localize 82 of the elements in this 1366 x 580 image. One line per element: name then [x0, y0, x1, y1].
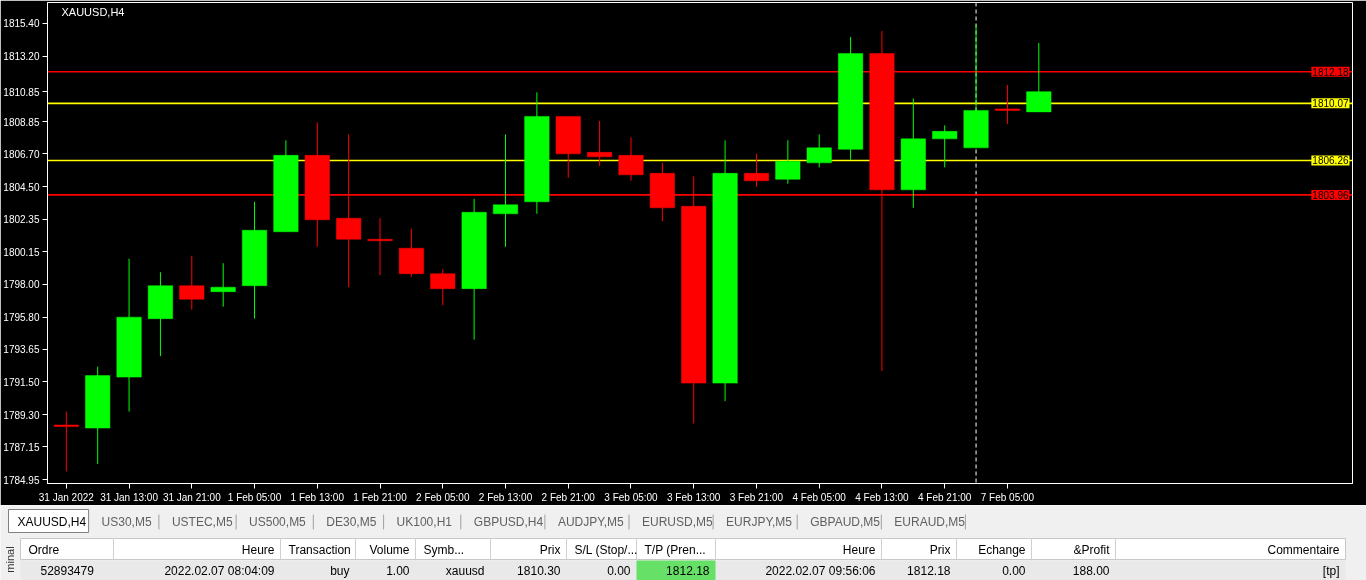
x-tick-label: 3 Feb 13:00 — [667, 491, 721, 503]
text: UK100,H1 — [396, 514, 453, 529]
text: Commentaire — [1267, 542, 1340, 557]
text: EURUSD,M5 — [642, 514, 713, 529]
text: 0.00 — [1002, 564, 1026, 578]
y-tick-label: 1810.85 — [3, 86, 40, 98]
ref-line-label: 1810.07 — [1312, 98, 1349, 110]
candlestick — [53, 411, 79, 473]
candlestick — [210, 262, 236, 308]
candlestick — [587, 120, 613, 167]
x-tick-label: 4 Feb 05:00 — [792, 491, 847, 503]
x-tick-label: 3 Feb 21:00 — [729, 491, 784, 503]
text: 1810.30 — [517, 564, 561, 578]
text: Echange — [978, 542, 1026, 557]
text: buy — [330, 563, 350, 578]
text: minal — [3, 546, 16, 573]
ref-line-label: 1803.96 — [1312, 189, 1349, 201]
y-tick-label: 1798.00 — [3, 279, 40, 291]
text: EURJPY,M5 — [726, 514, 793, 529]
y-tick-label: 1813.20 — [3, 51, 40, 63]
text: DE30,M5 — [326, 514, 377, 529]
text: US500,M5 — [249, 514, 307, 529]
y-tick-label: 1784.95 — [3, 474, 40, 486]
y-tick-label: 1806.70 — [3, 148, 40, 160]
text: &Profit — [1073, 542, 1111, 557]
x-tick-label: 1 Feb 13:00 — [290, 491, 345, 503]
x-tick-label: 2 Feb 13:00 — [478, 491, 533, 503]
candlestick — [743, 153, 769, 188]
y-tick-label: 1793.65 — [3, 344, 40, 356]
candlestick — [367, 217, 393, 276]
text: Heure — [842, 542, 876, 557]
x-tick-label: 4 Feb 21:00 — [918, 491, 972, 503]
text: 52893479 — [40, 564, 95, 578]
text: xauusd — [445, 563, 485, 578]
y-tick-label: 1815.40 — [3, 18, 40, 30]
text: GBPUSD,H4 — [473, 514, 544, 529]
text: Volume — [369, 542, 410, 557]
text: US30,M5 — [101, 514, 152, 529]
text: 2022.02.07 08:04:09 — [164, 563, 275, 578]
y-tick-label: 1804.50 — [3, 181, 40, 193]
y-tick-label: 1808.85 — [3, 116, 40, 128]
text: Transaction — [288, 542, 351, 557]
chart-title: XAUUSD,H4 — [61, 5, 125, 18]
text: 1.00 — [386, 564, 410, 578]
text: USTEC,M5 — [171, 514, 233, 529]
text: EURAUD,M5 — [894, 514, 966, 529]
x-tick-label: 1 Feb 21:00 — [353, 491, 408, 503]
x-tick-label: 2 Feb 21:00 — [541, 491, 596, 503]
x-tick-label: 2 Feb 05:00 — [416, 491, 470, 503]
y-tick-label: 1802.35 — [3, 214, 40, 226]
text: 2022.02.07 09:56:06 — [765, 563, 876, 578]
text: [tp] — [1322, 563, 1340, 578]
ref-line-label: 1806.26 — [1312, 155, 1349, 167]
text: 188.00 — [1072, 564, 1110, 578]
text: 1812.18 — [666, 564, 710, 578]
candlestick — [493, 133, 518, 248]
x-tick-label: 31 Jan 21:00 — [162, 491, 222, 503]
x-tick-label: 7 Feb 05:00 — [980, 491, 1035, 503]
text: Prix — [539, 542, 561, 557]
text: S/L (Stop/... — [574, 542, 638, 557]
text: T/P (Pren... — [644, 542, 706, 557]
x-tick-label: 3 Feb 05:00 — [604, 491, 659, 503]
y-tick-label: 1795.80 — [3, 312, 40, 324]
y-tick-label: 1789.30 — [3, 409, 40, 421]
text: Symb... — [423, 542, 465, 557]
text: 1812.18 — [907, 564, 951, 578]
y-tick-label: 1800.15 — [3, 246, 40, 258]
text: Heure — [241, 542, 275, 557]
text: GBPAUD,M5 — [810, 514, 881, 529]
text: Ordre — [28, 542, 60, 557]
ref-line-label: 1812.18 — [1312, 66, 1349, 78]
text: Prix — [929, 542, 951, 557]
x-tick-label: 31 Jan 13:00 — [100, 491, 159, 503]
candlestick — [994, 84, 1020, 125]
x-tick-label: 1 Feb 05:00 — [227, 491, 282, 503]
text: 0.00 — [607, 564, 631, 578]
y-tick-label: 1787.15 — [3, 441, 40, 453]
x-tick-label: 4 Feb 13:00 — [855, 491, 910, 503]
x-tick-label: 31 Jan 2022 — [38, 491, 95, 503]
text: XAUUSD,H4 — [17, 514, 87, 529]
y-tick-label: 1791.50 — [3, 376, 40, 388]
text: AUDJPY,M5 — [557, 514, 625, 529]
